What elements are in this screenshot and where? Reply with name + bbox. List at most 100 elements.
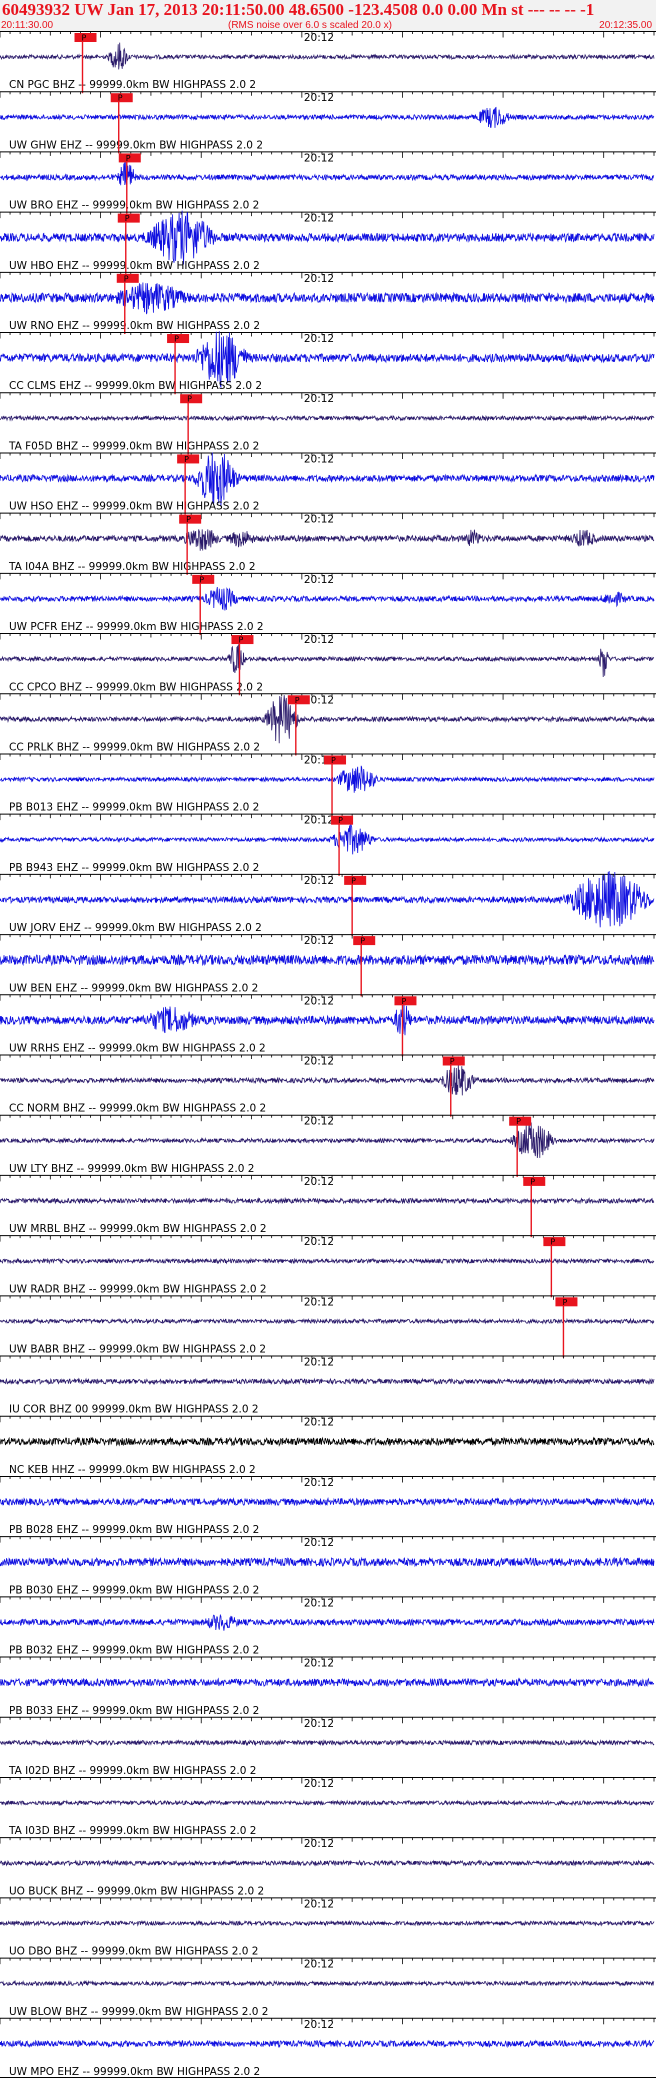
station-label: UW RNO EHZ -- 99999.0km BW HIGHPASS 2.0 … (9, 320, 260, 332)
minute-marker-label: 20:12 (304, 1959, 334, 1971)
minute-marker-label: 20:12 (304, 393, 334, 405)
pick-label: P (450, 1057, 455, 1066)
pick-flag (74, 33, 97, 42)
pick-label: P (351, 876, 356, 885)
waveform (0, 1317, 655, 1325)
minute-marker-label: 20:12 (304, 1537, 334, 1549)
trace-row: 20:12 UO DBO BHZ -- 99999.0km BW HIGHPASS… (0, 1897, 656, 1958)
station-label: PB B943 EHZ -- 99999.0km BW HIGHPASS 2.0… (9, 862, 259, 874)
trace-row: 20:12 PB B028 EHZ -- 99999.0km BW HIGHPAS… (0, 1475, 656, 1536)
waveform (0, 331, 655, 389)
waveform (0, 1739, 655, 1747)
pick-label: P (331, 756, 336, 765)
minute-marker-label: 20:12 (304, 453, 334, 465)
minute-marker-label: 20:12 (304, 333, 334, 345)
trace-row: 20:12 UW BABR BHZ -- 99999.0km BW HIGHPAS… (0, 1295, 656, 1358)
station-label: TA F05D BHZ -- 99999.0km BW HIGHPASS 2.0… (8, 440, 259, 452)
station-label: UW HSO EHZ -- 99999.0km BW HIGHPASS 2.0 … (9, 501, 259, 513)
pick-label: P (82, 34, 87, 43)
waveform (0, 824, 655, 855)
waveform (0, 42, 655, 70)
station-label: IU COR BHZ 00 99999.0km BW HIGHPASS 2.0 … (9, 1404, 259, 1416)
window-start-time: 20:11:30.00 (1, 20, 54, 31)
minute-marker-label: 20:12 (304, 935, 334, 947)
waveform (0, 695, 655, 744)
waveform (0, 1003, 655, 1036)
trace-row: 20:12 UW BEN EHZ -- 99999.0km BW HIGHPASS… (0, 934, 656, 997)
minute-marker-label: 20:12 (304, 1236, 334, 1248)
station-label: TA I02D BHZ -- 99999.0km BW HIGHPASS 2.0… (8, 1765, 256, 1777)
station-label: PB B033 EHZ -- 99999.0km BW HIGHPASS 2.0… (9, 1705, 259, 1717)
minute-marker-label: 20:12 (304, 1718, 334, 1730)
trace-row: 20:12 UO BUCK BHZ -- 99999.0km BW HIGHPAS… (0, 1837, 656, 1897)
minute-marker-label: 20:12 (304, 1898, 334, 1910)
trace-row: 20:12 CC NORM BHZ -- 99999.0km BW HIGHPAS… (0, 1054, 656, 1117)
waveform (0, 1377, 655, 1386)
trace-row: 20:12 NC KEB HHZ -- 99999.0km BW HIGHPASS… (0, 1415, 656, 1476)
station-label: UO DBO BHZ -- 99999.0km BW HIGHPASS 2.0 … (9, 1946, 258, 1958)
pick-flag (180, 394, 203, 404)
minute-marker-label: 20:12 (304, 815, 334, 827)
waveform (0, 1121, 655, 1159)
waveform (0, 414, 655, 422)
waveform (0, 210, 655, 265)
pick-label: P (338, 816, 343, 825)
pick-flag (117, 213, 140, 223)
waveform (0, 871, 655, 928)
window-end-time: 20:12:35.00 (599, 20, 652, 31)
station-label: TA I04A BHZ -- 99999.0km BW HIGHPASS 2.0… (8, 561, 256, 573)
trace-row: 20:12 PB B943 EHZ -- 99999.0km BW HIGHPAS… (0, 813, 656, 876)
minute-marker-label: 20:12 (304, 1116, 334, 1128)
event-title: 60493932 UW Jan 17, 2013 20:11:50.00 48.… (2, 0, 595, 19)
trace-row: 20:12 CC CPCO BHZ -- 99999.0km BW HIGHPAS… (0, 633, 656, 696)
pick-flag (555, 1297, 578, 1307)
station-label: UO BUCK BHZ -- 99999.0km BW HIGHPASS 2.0… (9, 1885, 264, 1897)
minute-marker-label: 20:12 (304, 1658, 334, 1670)
pick-label: P (118, 94, 123, 103)
trace-row: 20:12 UW MRBL BHZ -- 99999.0km BW HIGHPAS… (0, 1174, 656, 1238)
minute-marker-label: 20:12 (304, 1417, 334, 1429)
minute-marker-label: 20:12 (304, 995, 334, 1007)
station-label: PB B030 EHZ -- 99999.0km BW HIGHPASS 2.0… (9, 1584, 259, 1596)
minute-marker-label: 20:12 (304, 1778, 334, 1790)
trace-row: 20:12 CC CLMS EHZ -- 99999.0km BW HIGHPAS… (0, 331, 656, 395)
waveform (0, 953, 655, 967)
pick-flag (331, 815, 354, 825)
pick-flag (523, 1176, 546, 1186)
pick-flag (287, 695, 310, 705)
waveform (0, 1859, 655, 1867)
pick-flag (179, 514, 202, 524)
station-label: PB B013 EHZ -- 99999.0km BW HIGHPASS 2.0… (9, 802, 259, 814)
pick-label: P (174, 335, 179, 344)
station-label: UW GHW EHZ -- 99999.0km BW HIGHPASS 2.0 … (9, 139, 263, 151)
minute-marker-label: 20:12 (304, 273, 334, 285)
minute-marker-label: 20:12 (304, 1056, 334, 1068)
minute-marker-label: 20:12 (304, 1838, 334, 1850)
pick-label: P (124, 274, 129, 283)
trace-row: 20:12 TA F05D BHZ -- 99999.0km BW HIGHPAS… (0, 392, 656, 455)
pick-flag (116, 273, 139, 283)
trace-row: 20:12 TA I03D BHZ -- 99999.0km BW HIGHPAS… (0, 1776, 656, 1837)
trace-row: 20:12 IU COR BHZ 00 99999.0km BW HIGHPASS… (0, 1355, 656, 1416)
trace-row: 20:12 UW RADR BHZ -- 99999.0km BW HIGHPAS… (0, 1235, 656, 1298)
seismogram-panel: 20:12 CN PGC BHZ -- 99999.0km BW HIGHPASS… (0, 31, 656, 2078)
waveform (0, 106, 655, 128)
pick-flag (167, 334, 190, 344)
minute-marker-label: 20:12 (304, 213, 334, 225)
pick-label: P (295, 696, 300, 705)
waveform (0, 282, 655, 315)
pick-flag (118, 153, 141, 163)
waveform (0, 586, 655, 611)
waveform (0, 1919, 655, 1927)
minute-marker-label: 20:12 (304, 92, 334, 104)
waveform (0, 452, 655, 507)
waveform (0, 2039, 655, 2049)
waveform (0, 1613, 655, 1631)
pick-flag (509, 1116, 532, 1126)
station-label: UW LTY BHZ -- 99999.0km BW HIGHPASS 2.0 … (9, 1163, 254, 1175)
minute-marker-label: 20:12 (304, 694, 334, 706)
minute-marker-label: 20:12 (304, 514, 334, 526)
trace-row: 20:12 CC PRLK BHZ -- 99999.0km BW HIGHPAS… (0, 693, 656, 756)
waveform (0, 1064, 655, 1096)
minute-marker-label: 20:12 (304, 152, 334, 164)
